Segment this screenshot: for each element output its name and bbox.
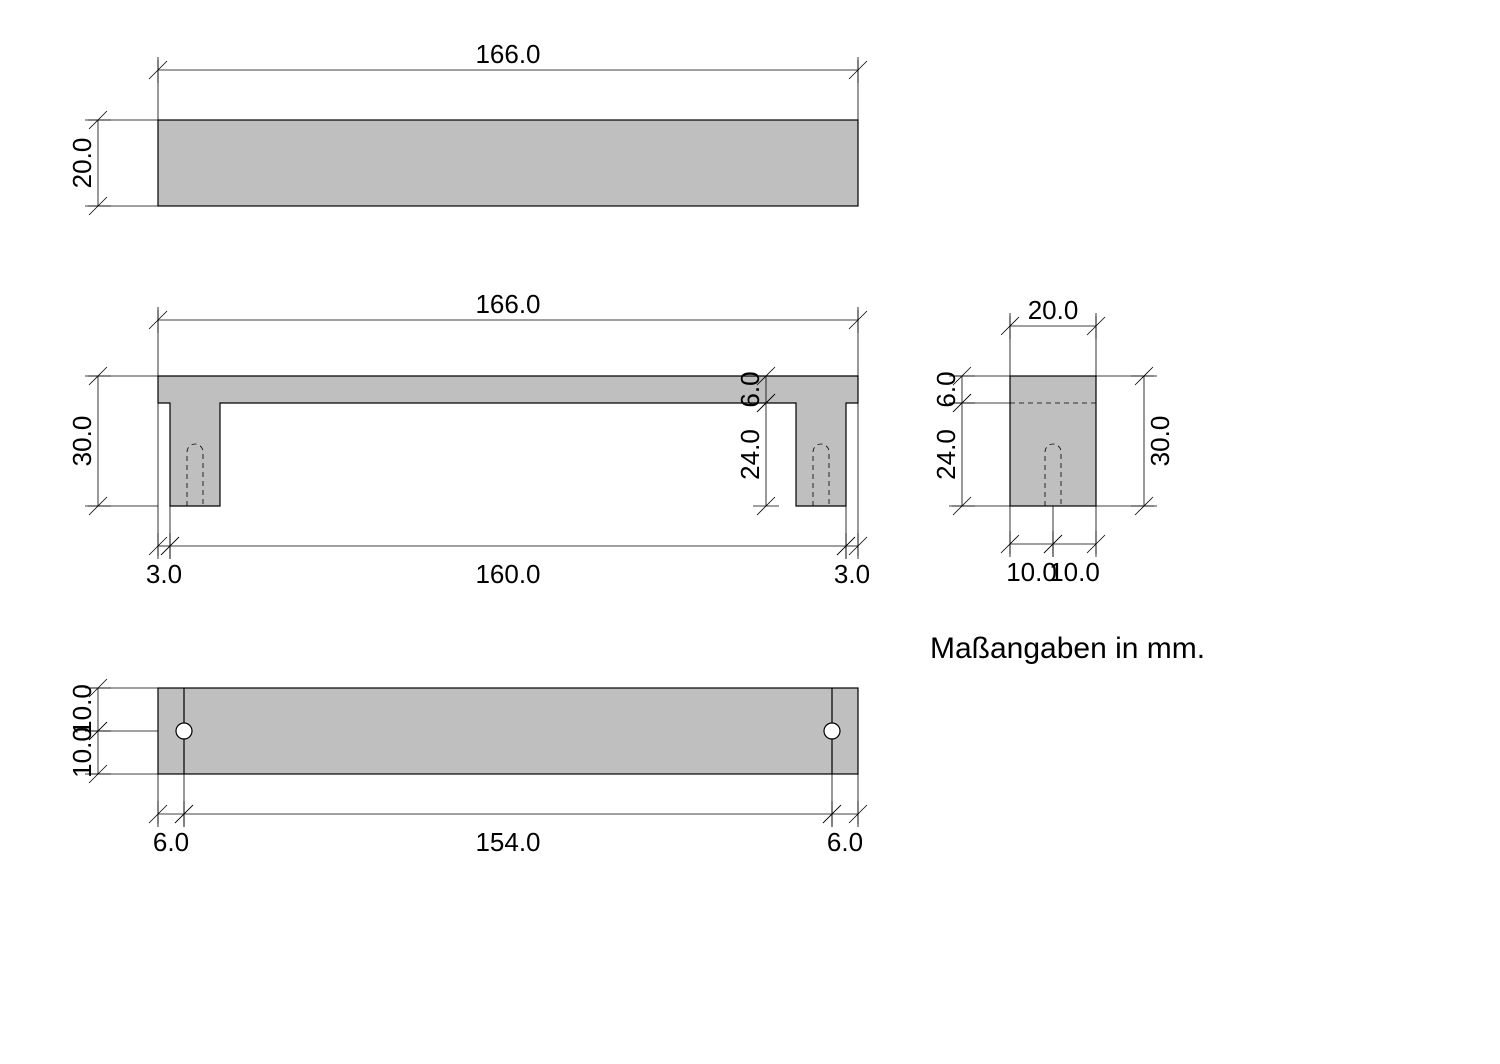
front-top-thk: 6.0 xyxy=(735,371,765,407)
bottom-hole-l xyxy=(176,723,192,739)
bottom-inner-w: 154.0 xyxy=(475,827,540,857)
bottom-hole-r xyxy=(824,723,840,739)
front-outer-w: 166.0 xyxy=(475,289,540,319)
side-half-r: 10.0 xyxy=(1049,557,1100,587)
side-width: 20.0 xyxy=(1028,295,1079,325)
bottom-half-b: 10.0 xyxy=(67,727,97,778)
side-view-body xyxy=(1010,376,1096,506)
bottom-view-body xyxy=(158,688,858,774)
top-width-dim: 166.0 xyxy=(475,39,540,69)
side-lower-h: 24.0 xyxy=(931,429,961,480)
front-inner-w: 160.0 xyxy=(475,559,540,589)
front-inset-l: 3.0 xyxy=(146,559,182,589)
front-outer-h: 30.0 xyxy=(67,416,97,467)
front-inset-r: 3.0 xyxy=(834,559,870,589)
units-note: Maßangaben in mm. xyxy=(930,632,1205,665)
top-view-body xyxy=(158,120,858,206)
top-height-dim: 20.0 xyxy=(67,138,97,189)
bottom-edge-l: 6.0 xyxy=(153,827,189,857)
bottom-edge-r: 6.0 xyxy=(827,827,863,857)
front-leg-h: 24.0 xyxy=(735,429,765,480)
side-height: 30.0 xyxy=(1145,416,1175,467)
side-top-thk: 6.0 xyxy=(931,371,961,407)
